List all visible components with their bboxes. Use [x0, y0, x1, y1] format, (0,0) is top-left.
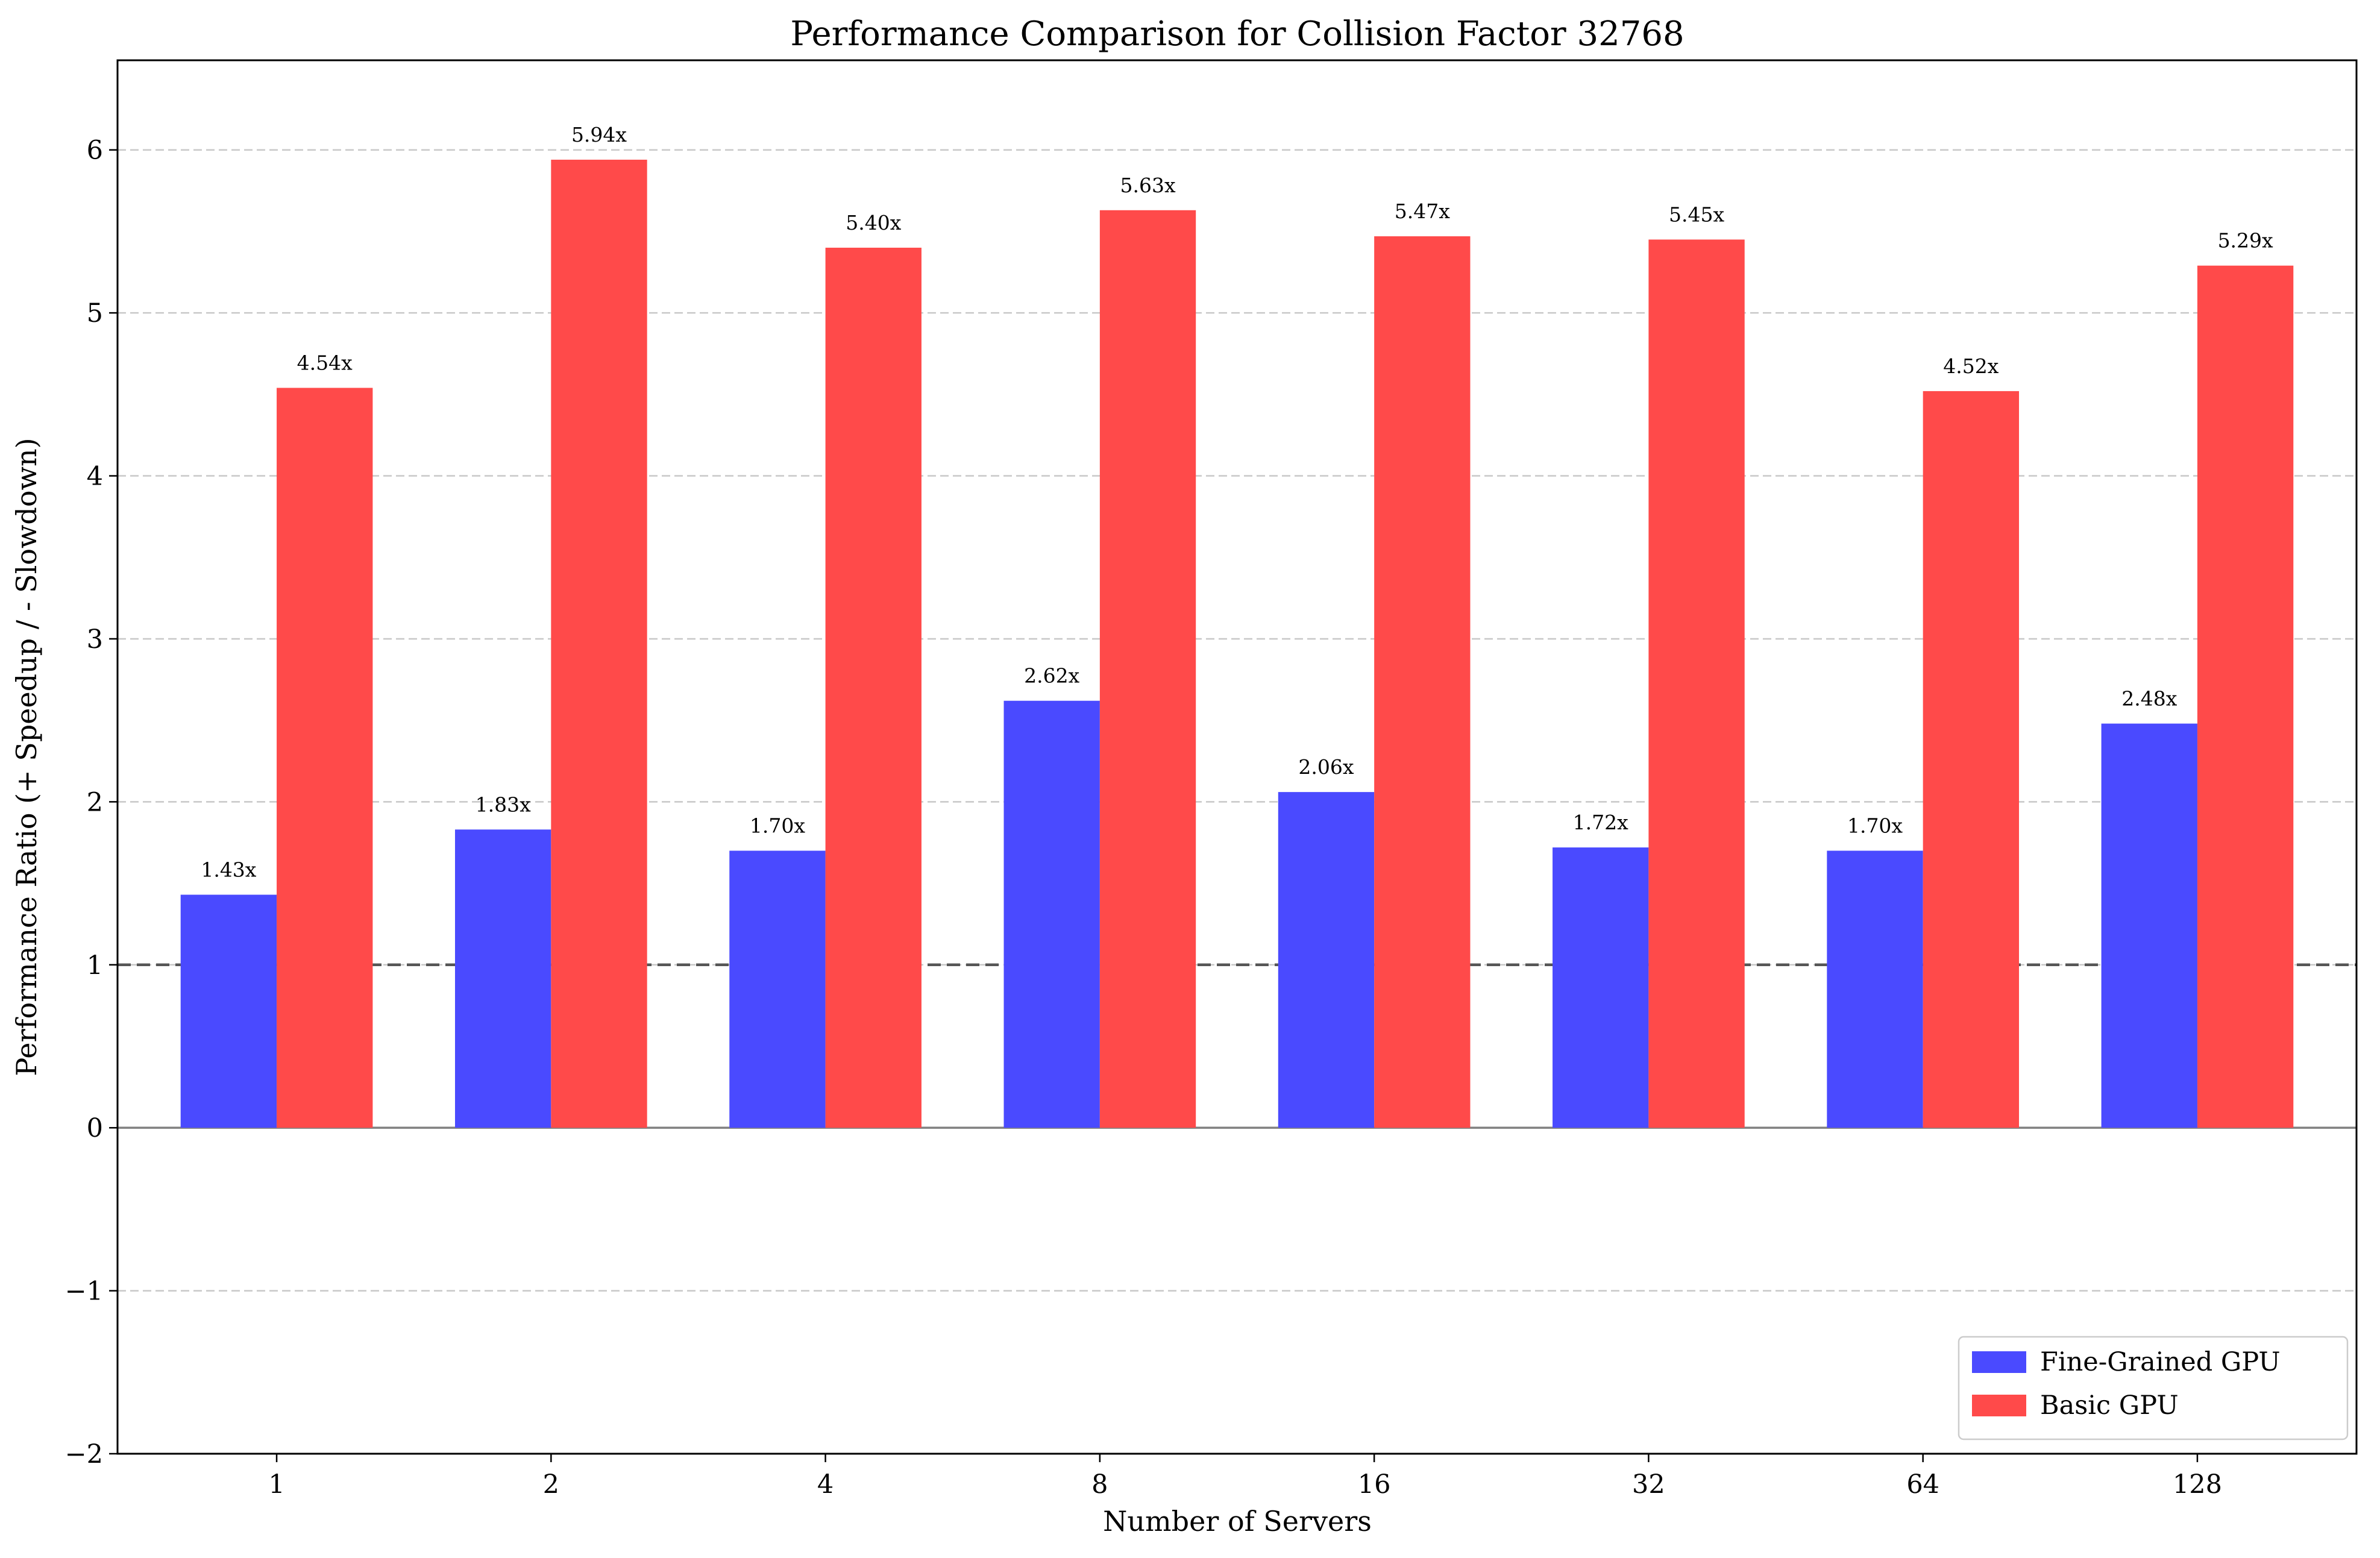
bar-value-label: 1.83x: [476, 793, 531, 816]
y-tick-label: 6: [87, 136, 103, 166]
x-tick-label: 4: [817, 1469, 834, 1500]
bar: [1003, 700, 1100, 1128]
legend-label: Basic GPU: [2040, 1390, 2179, 1421]
bar: [1374, 236, 1471, 1128]
y-tick-label: −2: [65, 1439, 103, 1469]
x-tick-label: 8: [1091, 1469, 1108, 1500]
bar: [2101, 723, 2197, 1128]
bar: [1553, 847, 1649, 1128]
y-axis-label: Performance Ratio (+ Speedup / - Slowdow…: [10, 438, 43, 1076]
y-tick-label: 4: [87, 462, 103, 492]
bar: [277, 388, 373, 1128]
bar-value-label: 5.94x: [571, 123, 627, 146]
bar: [825, 247, 922, 1128]
bar-value-label: 5.29x: [2218, 229, 2273, 253]
y-tick-label: −1: [65, 1277, 103, 1307]
y-tick-label: 2: [87, 787, 103, 817]
y-tick-label: 3: [87, 624, 103, 655]
x-tick-label: 2: [543, 1469, 559, 1500]
y-axis-ticks: −2 −1 0 1 2 3 4 5 6: [65, 136, 118, 1469]
y-tick-label: 0: [87, 1113, 103, 1143]
x-tick-label: 128: [2173, 1469, 2222, 1500]
bar: [2197, 265, 2294, 1128]
y-tick-label: 5: [87, 298, 103, 328]
reference-lines: [118, 963, 2356, 1129]
bar: [551, 159, 647, 1128]
bar: [1278, 792, 1375, 1128]
bar-value-label: 4.54x: [297, 351, 353, 375]
plot-frame: [116, 59, 2358, 1455]
x-axis-label: Number of Servers: [1103, 1505, 1372, 1538]
bar: [454, 829, 551, 1128]
x-tick-label: 64: [1906, 1469, 1939, 1500]
bar: [1923, 391, 2020, 1128]
legend-swatch: [1972, 1351, 2026, 1373]
bar-value-label: 2.06x: [1298, 755, 1354, 779]
legend-box: [1958, 1336, 2349, 1440]
bar-value-label: 1.72x: [1573, 811, 1628, 834]
bar: [1827, 850, 1923, 1128]
x-axis-ticks: 1 2 4 8 16 32 64 128: [268, 1454, 2222, 1500]
bars: [180, 159, 2294, 1128]
x-tick-label: 32: [1632, 1469, 1665, 1500]
legend-label: Fine-Grained GPU: [2040, 1347, 2281, 1377]
bar: [729, 850, 826, 1128]
x-tick-label: 1: [268, 1469, 284, 1500]
bar-value-label: 5.47x: [1395, 199, 1450, 223]
legend-swatch: [1972, 1395, 2026, 1416]
bar-value-label: 1.70x: [1847, 814, 1903, 837]
y-tick-label: 1: [87, 950, 103, 981]
x-tick-label: 16: [1358, 1469, 1391, 1500]
bar: [1099, 210, 1196, 1128]
bar: [1648, 239, 1745, 1128]
bar-value-label: 1.70x: [750, 814, 805, 837]
chart-title: Performance Comparison for Collision Fac…: [790, 14, 1684, 54]
legend: Fine-Grained GPU Basic GPU: [1958, 1336, 2349, 1440]
grid-lines: [118, 149, 2356, 1455]
bar-value-label: 5.45x: [1669, 203, 1724, 226]
bar-value-label: 2.62x: [1024, 664, 1079, 688]
bar-value-label: 2.48x: [2121, 687, 2177, 711]
bar-value-labels: 1.43x 1.83x 1.70x 2.62x 2.06x 1.72x 1.70x 2.48x…: [201, 123, 2273, 882]
bar-value-label: 1.43x: [201, 858, 256, 881]
bar: [180, 894, 277, 1128]
bar-value-label: 5.40x: [846, 211, 901, 234]
bar-value-label: 5.63x: [1120, 174, 1175, 197]
bar-value-label: 4.52x: [1943, 354, 1999, 378]
